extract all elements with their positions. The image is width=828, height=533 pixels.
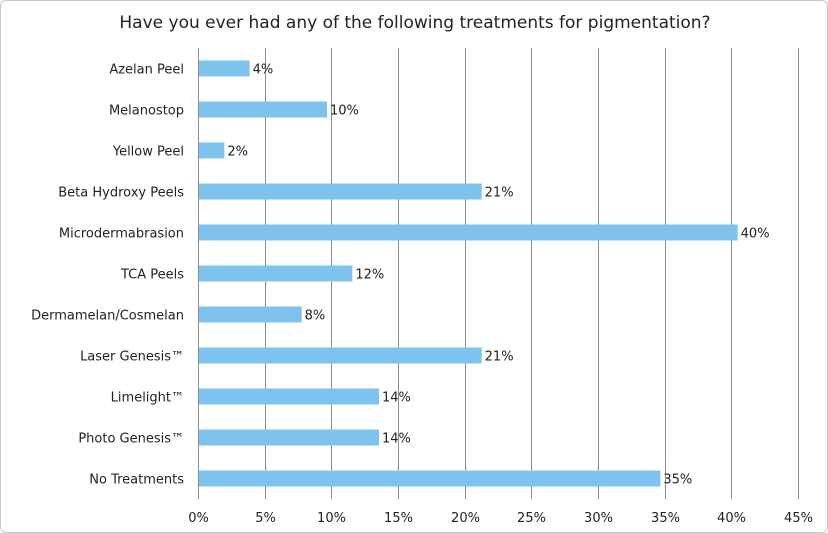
x-tick-label: 5%: [255, 511, 276, 526]
category-label: Photo Genesis™: [78, 432, 184, 447]
category-label: Melanostop: [109, 104, 184, 119]
data-label: 2%: [227, 145, 248, 160]
data-label: 40%: [741, 227, 770, 242]
gridlines: [198, 48, 799, 499]
category-label: No Treatments: [89, 473, 184, 488]
data-label: 10%: [330, 104, 359, 119]
data-label: 12%: [355, 268, 384, 283]
x-tick-label: 0%: [188, 511, 209, 526]
x-tick-label: 15%: [384, 511, 413, 526]
category-label: Laser Genesis™: [80, 350, 184, 365]
bar: [199, 306, 302, 323]
category-label: Beta Hydroxy Peels: [58, 186, 184, 201]
data-label: 21%: [485, 186, 514, 201]
bar: [199, 470, 661, 487]
bars: [199, 60, 738, 487]
category-label: Yellow Peel: [112, 145, 184, 160]
x-tick-label: 45%: [784, 511, 813, 526]
x-tick-label: 20%: [451, 511, 480, 526]
x-tick-label: 10%: [317, 511, 346, 526]
bar: [199, 183, 482, 200]
bar: [199, 142, 225, 159]
bar: [199, 429, 379, 446]
category-labels: Azelan Peel Melanostop Yellow Peel Beta Hyd…: [31, 63, 184, 488]
data-label: 4%: [253, 63, 274, 78]
data-labels: 4% 10% 2% 21% 40% 12% 8% 21% 14% 14% 35%: [227, 63, 769, 488]
x-tick-labels: 0% 5% 10% 15% 20% 25% 30% 35% 40% 45%: [188, 511, 813, 526]
category-label: Azelan Peel: [109, 63, 184, 78]
data-label: 21%: [485, 350, 514, 365]
category-label: Limelight™: [111, 391, 184, 406]
x-tick-label: 40%: [717, 511, 746, 526]
bar: [199, 265, 353, 282]
data-label: 35%: [663, 473, 692, 488]
x-tick-label: 25%: [517, 511, 546, 526]
category-label: TCA Peels: [120, 268, 184, 283]
bar: [199, 224, 738, 241]
chart-title: Have you ever had any of the following t…: [119, 13, 711, 33]
category-label: Dermamelan/Cosmelan: [31, 309, 184, 324]
bar: [199, 101, 327, 118]
bar: [199, 60, 250, 77]
data-label: 14%: [382, 391, 411, 406]
bar: [199, 388, 379, 405]
bar: [199, 347, 482, 364]
x-tick-label: 35%: [651, 511, 680, 526]
data-label: 8%: [305, 309, 326, 324]
data-label: 14%: [382, 432, 411, 447]
category-label: Microdermabrasion: [59, 227, 184, 242]
x-tick-label: 30%: [584, 511, 613, 526]
